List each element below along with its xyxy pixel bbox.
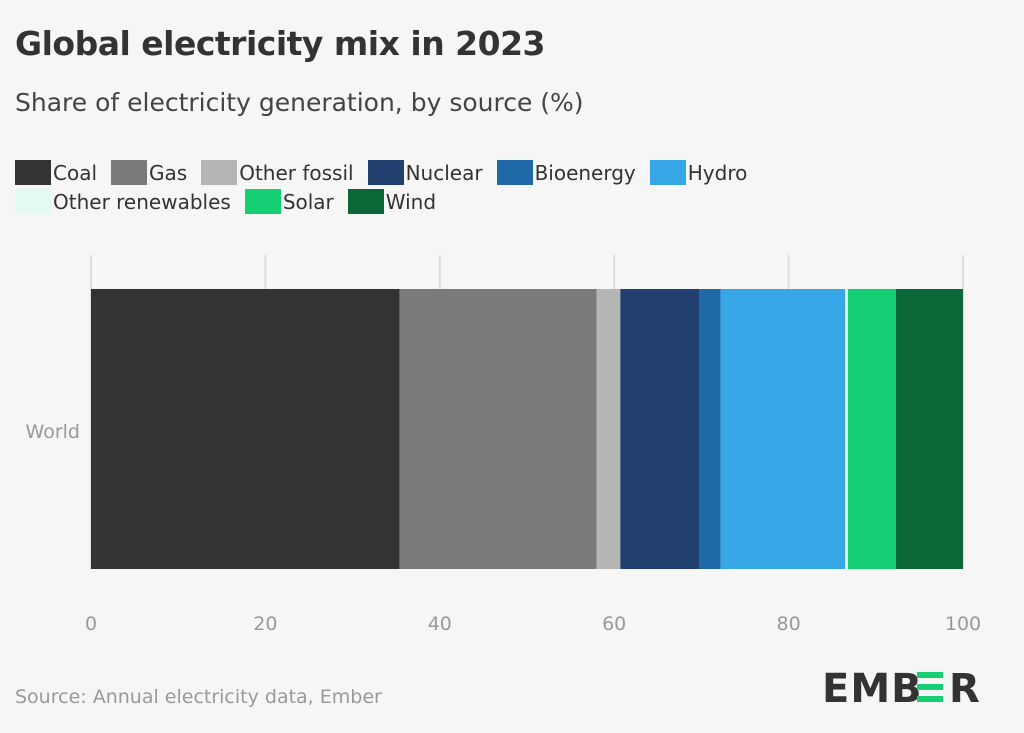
legend-swatch [367,160,404,185]
legend-swatch [347,189,384,214]
legend-swatch [649,160,686,185]
x-tick-label: 0 [85,613,97,635]
legend-label: Bioenergy [534,160,636,185]
legend-item: Coal [15,160,97,185]
legend-item: Other fossil [201,160,354,185]
ember-logo: EMB R [822,666,980,710]
bar-segment-other-fossil [596,289,621,569]
legend-swatch [15,160,51,185]
legend-label: Coal [53,160,98,185]
legend-item: Gas [111,160,187,185]
legend-swatch [201,160,238,185]
legend-item: Hydro [649,160,748,185]
chart-subtitle: Share of electricity generation, by sour… [15,88,584,117]
bar-segment-other-renewables [845,289,848,569]
legend-label: Gas [149,160,188,185]
legend-label: Nuclear [405,160,483,185]
svg-text:EMB: EMB [822,666,923,710]
legend-item: Bioenergy [496,160,636,185]
legend-label: Solar [282,189,334,214]
svg-text:R: R [949,666,980,710]
legend-swatch [496,160,533,185]
legend-label: Wind [385,189,437,214]
x-tick-label: 40 [428,613,452,635]
legend-swatch [111,160,148,185]
legend-item: Wind [347,189,437,214]
bar-segment-nuclear [620,289,700,569]
x-tick-label: 20 [253,613,277,635]
bar-segment-wind [895,289,963,569]
chart-title: Global electricity mix in 2023 [15,24,546,63]
bar-segment-gas [399,289,597,569]
legend-label: Hydro [687,160,748,185]
legend-item: Nuclear [367,160,483,185]
legend-item: Solar [244,189,334,214]
category-label: World [26,421,80,443]
legend-label: Other renewables [53,189,231,214]
legend-item: Other renewables [15,189,231,214]
x-tick-label: 100 [945,613,981,635]
legend-swatch [15,189,51,214]
bar-segment-bioenergy [699,289,721,569]
bar-segment-solar [847,289,896,569]
legend-label: Other fossil [239,160,354,185]
legend: Coal Gas Other fossil Nuclear Bioenergy Hydro… [15,160,915,214]
x-tick-label: 80 [777,613,801,635]
legend-swatch [244,189,281,214]
bar-segment-coal [91,289,400,569]
plot-area: 0 20 40 60 80 100 World [26,255,981,635]
x-tick-label: 60 [602,613,626,635]
bar-segment-hydro [720,289,846,569]
source-note: Source: Annual electricity data, Ember [15,686,382,708]
